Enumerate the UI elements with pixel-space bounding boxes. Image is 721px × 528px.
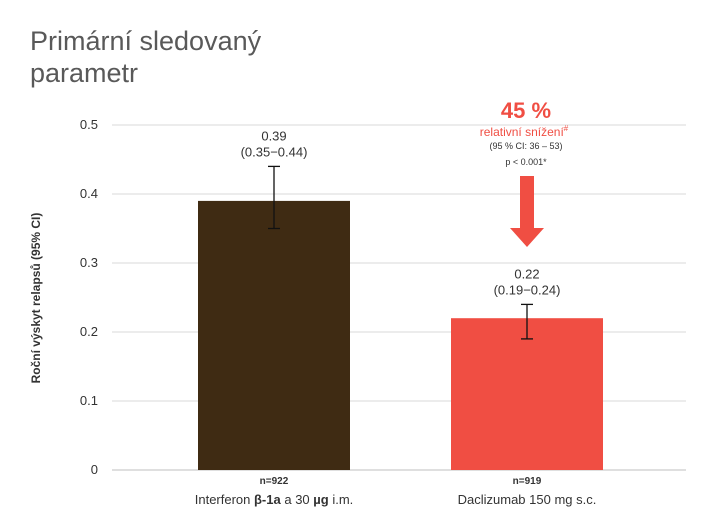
y-tick-label: 0.2: [80, 324, 98, 339]
n-label-0: n=922: [260, 476, 289, 487]
chart-title-line-1: Primární sledovaný: [30, 26, 262, 56]
annotation-group: 45 % relativní snížení# (95 % CI: 36 – 5…: [480, 98, 569, 247]
data-labels: 0.39(0.35−0.44) 0.22(0.19−0.24): [241, 128, 561, 297]
data-label-ci-0: (0.35−0.44): [241, 144, 308, 159]
y-tick-label: 0.4: [80, 186, 98, 201]
annotation-text-main: relativní snížení: [480, 125, 565, 139]
annotation-ci: (95 % CI: 36 – 53): [489, 141, 562, 151]
annotation-percent: 45 %: [501, 98, 551, 123]
category-labels: n=922 Interferon β-1a a 30 µg i.m. n=919 Da…: [195, 476, 597, 507]
y-tick-labels: 0 0.1 0.2 0.3 0.4 0.5: [80, 117, 98, 477]
data-label-ci-1: (0.19−0.24): [494, 282, 561, 297]
bar-1: [451, 318, 603, 470]
annotation-text-sup: #: [564, 124, 569, 133]
annotation-p-value: p < 0.001*: [505, 157, 547, 167]
category-label-part: Daclizumab 150 mg s.c.: [458, 492, 597, 507]
bar-0: [198, 200, 350, 470]
y-tick-label: 0.5: [80, 117, 98, 132]
y-tick-label: 0.1: [80, 393, 98, 408]
n-label-1: n=919: [513, 476, 542, 487]
category-label-part: Interferon: [195, 492, 254, 507]
data-label-value-1: 0.22: [514, 266, 539, 281]
category-label-part: a 30: [281, 492, 314, 507]
y-axis-label: Roční výskyt relapsů (95% CI): [29, 213, 43, 384]
category-label-part: i.m.: [329, 492, 354, 507]
error-bars: [268, 165, 533, 340]
y-tick-label: 0: [91, 462, 98, 477]
annotation-text: relativní snížení#: [480, 124, 569, 139]
category-label-1: Daclizumab 150 mg s.c.: [458, 492, 597, 507]
data-label-value-0: 0.39: [261, 128, 286, 143]
chart-title-line-2: parametr: [30, 58, 138, 88]
down-arrow-icon: [510, 176, 544, 247]
category-label-0: Interferon β-1a a 30 µg i.m.: [195, 492, 354, 507]
category-label-part: µg: [313, 492, 328, 507]
category-label-part: β-1a: [254, 492, 281, 507]
y-tick-label: 0.3: [80, 255, 98, 270]
bars: [198, 200, 603, 470]
